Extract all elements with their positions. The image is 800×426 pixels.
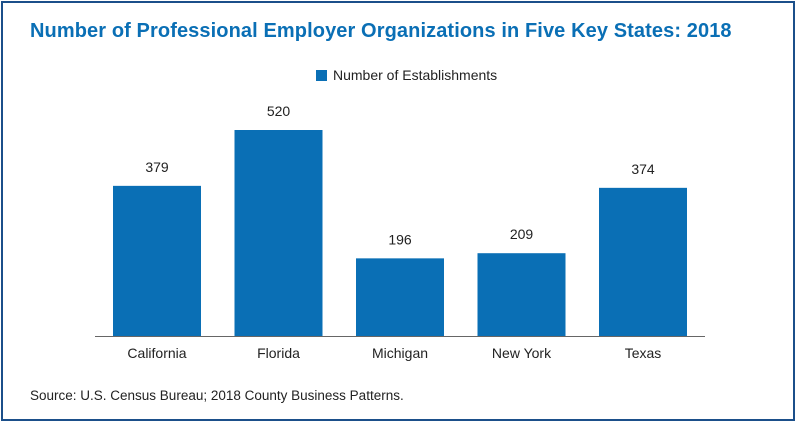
x-tick-label: California (127, 345, 186, 361)
bar-michigan (356, 258, 444, 336)
legend-label: Number of Establishments (333, 67, 498, 83)
data-label: 196 (388, 231, 412, 247)
legend-swatch (316, 69, 327, 81)
x-tick-label: Texas (625, 345, 662, 361)
legend: Number of Establishments (316, 67, 497, 83)
data-label: 379 (145, 159, 169, 175)
data-label: 520 (267, 103, 291, 119)
bar-texas (599, 187, 687, 336)
x-tick-label: Michigan (372, 345, 428, 361)
chart-title: Number of Professional Employer Organiza… (30, 20, 732, 42)
data-label: 209 (510, 226, 534, 242)
data-label: 374 (631, 161, 655, 177)
x-tick-label: Florida (257, 345, 300, 361)
x-tick-label: New York (492, 345, 552, 361)
source-note: Source: U.S. Census Bureau; 2018 County … (30, 388, 404, 403)
bar-florida (234, 130, 323, 336)
bar-california (113, 185, 201, 336)
bar-new-york (477, 253, 566, 336)
